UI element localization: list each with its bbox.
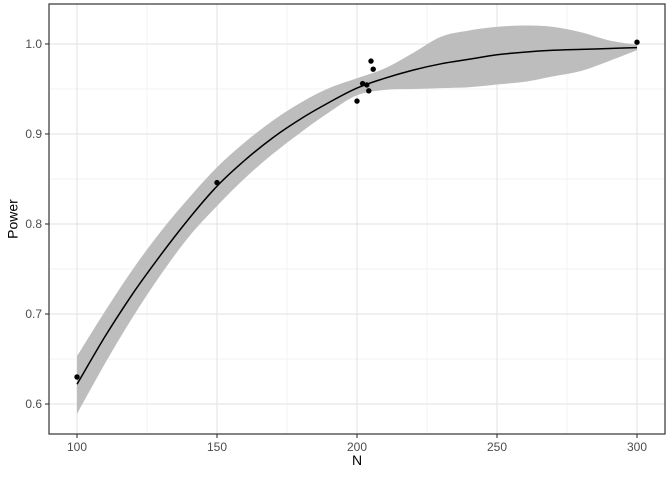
- data-point: [370, 66, 376, 72]
- x-tick-label: 300: [627, 440, 647, 454]
- data-point: [214, 179, 220, 186]
- y-tick-label: 0.9: [25, 127, 42, 141]
- x-tick-label: 250: [487, 440, 507, 454]
- y-tick-label: 1.0: [25, 37, 42, 51]
- smooth-line: [76, 46, 638, 385]
- data-point: [634, 39, 640, 45]
- data-point: [354, 98, 360, 104]
- x-tick-label: 200: [347, 440, 367, 454]
- y-axis-title: Power: [4, 199, 21, 239]
- y-tick-label: 0.6: [25, 397, 42, 411]
- y-tick-label: 0.7: [25, 307, 42, 321]
- x-axis-title: N: [351, 452, 363, 468]
- data-point: [366, 88, 372, 94]
- y-tick-label: 0.8: [25, 217, 42, 231]
- x-tick-label: 100: [67, 440, 87, 454]
- data-point: [359, 80, 366, 87]
- x-tick-label: 150: [207, 440, 227, 454]
- data-point: [74, 374, 80, 380]
- data-point: [364, 82, 370, 88]
- data-point: [368, 58, 374, 64]
